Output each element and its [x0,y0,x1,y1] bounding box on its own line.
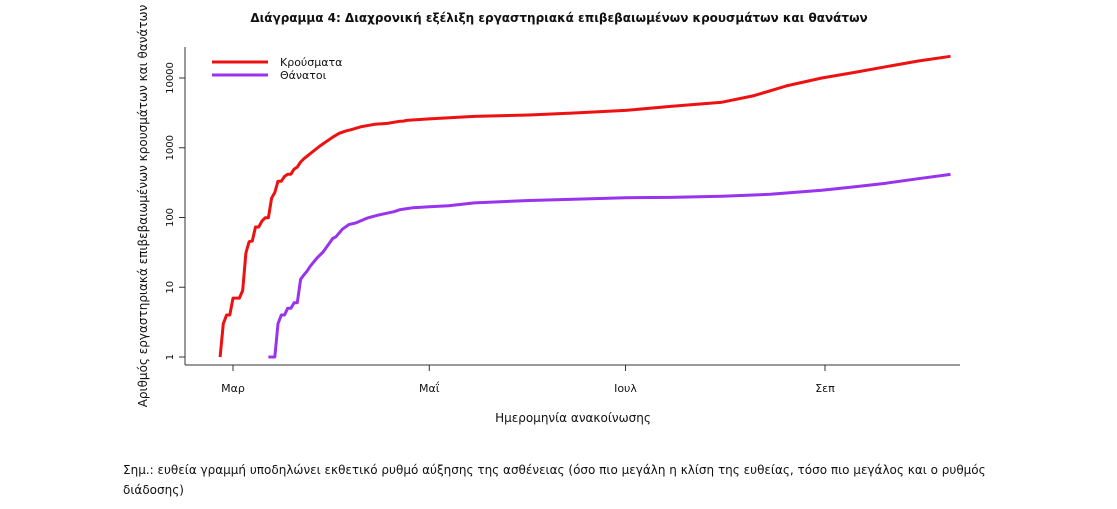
chart: Διάγραμμα 4: Διαχρονική εξέλιξη εργαστηρ… [136,4,960,425]
legend-label: Θάνατοι [280,69,327,82]
chart-title: Διάγραμμα 4: Διαχρονική εξέλιξη εργαστηρ… [250,11,867,25]
y-axis-label: Αριθμός εργαστηριακά επιβεβαιωμένων κρου… [136,4,150,407]
y-ticks: 1 10 100 1000 10000 [165,62,185,360]
y-tick-label: 1000 [165,135,176,160]
x-tick-label: Ιουλ [614,382,637,395]
series-line-cases [218,54,951,358]
series-line-deaths [268,172,951,359]
plot-area: 1 10 100 1000 10000 Μαρ Μαΐ Ιουλ Σεπ ΚρούσματαΘ… [165,47,960,395]
x-tick-label: Σεπ [815,382,835,395]
footnote: Σημ.: ευθεία γραμμή υποδηλώνει εκθετικό … [123,463,986,497]
x-axis-label: Ημερομηνία ανακοίνωσης [495,411,651,425]
legend-label: Κρούσματα [280,56,342,69]
x-tick-label: Μαΐ [419,381,440,395]
y-tick-label: 10 [165,281,176,294]
y-tick-label: 1 [165,354,176,360]
y-tick-label: 100 [165,208,176,227]
x-ticks: Μαρ Μαΐ Ιουλ Σεπ [221,365,835,395]
x-tick-label: Μαρ [221,382,245,395]
y-tick-label: 10000 [165,62,176,94]
series-lines [218,54,951,359]
